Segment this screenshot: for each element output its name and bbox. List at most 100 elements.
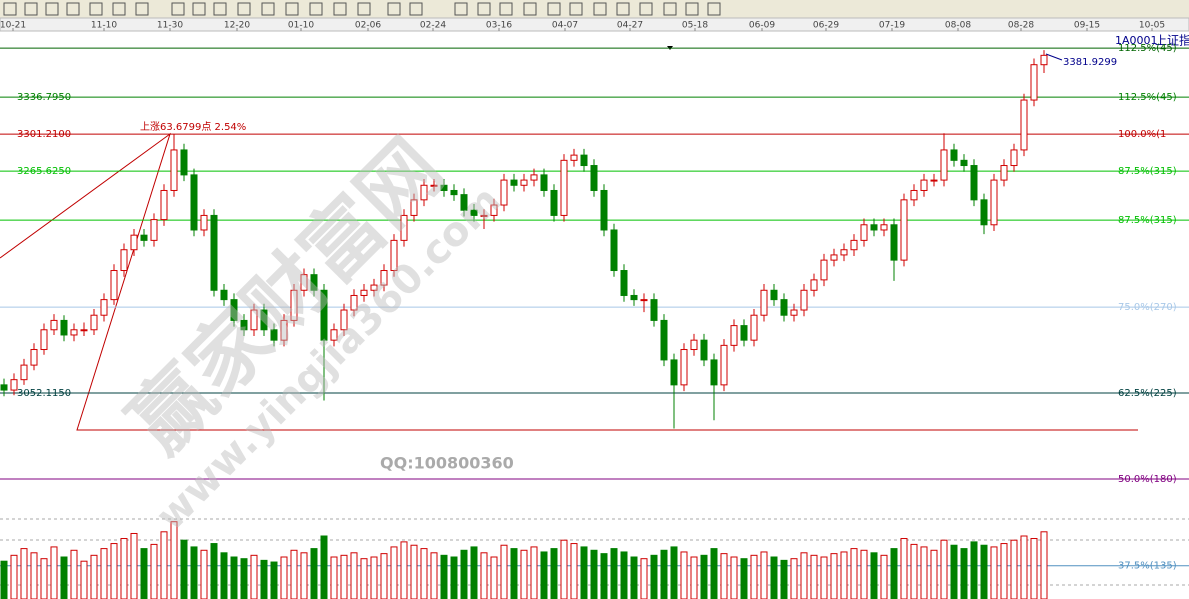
volume-bar <box>530 546 538 599</box>
volume-bar <box>830 553 838 599</box>
candle-body <box>950 149 958 161</box>
candle-body <box>390 239 398 272</box>
volume-bar <box>780 559 788 599</box>
candle-body <box>410 199 418 216</box>
symbol: 1A0001 <box>1115 34 1158 47</box>
volume-bar <box>810 554 818 599</box>
volume-bar <box>480 552 488 599</box>
fib-pct: 50.0%(180) <box>1118 474 1177 485</box>
x-tick-label: 09-15 <box>1074 21 1100 31</box>
x-tick-label: 01-10 <box>288 21 314 31</box>
candle-body <box>100 299 108 316</box>
volume-bar <box>870 552 878 599</box>
candle-body <box>50 319 58 331</box>
candle-body <box>170 149 178 191</box>
volume-bar <box>190 546 198 599</box>
volume-bar <box>330 556 338 599</box>
volume-bar <box>890 548 898 599</box>
candle-body <box>990 179 998 226</box>
volume-bar <box>670 546 678 599</box>
candle-body <box>130 234 138 251</box>
volume-bar <box>970 541 978 599</box>
volume-bar <box>1000 543 1008 599</box>
volume-bar <box>1020 535 1028 599</box>
volume-bar <box>260 559 268 599</box>
candle-body <box>250 309 258 331</box>
volume-bar <box>590 549 598 599</box>
candle-body <box>330 329 338 341</box>
candle-body <box>730 325 738 346</box>
candle-body <box>0 384 8 391</box>
volume-bar <box>960 548 968 599</box>
candle-body <box>490 204 498 216</box>
volume-bar <box>940 539 948 599</box>
candle-body <box>310 274 318 291</box>
candle-body <box>740 325 748 341</box>
volume-bar <box>900 538 908 599</box>
volume-bar <box>500 544 508 599</box>
candle-body <box>230 299 238 321</box>
high-label: 3381.9299 <box>1063 57 1117 68</box>
fib-price: 3336.7950 <box>17 92 71 103</box>
x-tick-label: 02-24 <box>420 21 446 31</box>
candle-body <box>1040 54 1048 66</box>
x-tick-label: 05-18 <box>682 21 708 31</box>
candle-body <box>870 224 878 231</box>
candle-body <box>520 179 528 186</box>
candle-body <box>140 234 148 241</box>
candle-body <box>500 179 508 206</box>
candle-body <box>660 319 668 361</box>
volume-bar <box>200 549 208 599</box>
candle-body <box>800 289 808 311</box>
volume-bar <box>740 558 748 599</box>
fib-pct: 112.5%(45) <box>1118 92 1177 103</box>
candle-body <box>940 149 948 181</box>
candle-body <box>590 165 598 191</box>
candle-body <box>890 224 898 261</box>
candle-body <box>690 339 698 351</box>
volume-bar <box>460 549 468 599</box>
volume-bar <box>290 549 298 599</box>
volume-bar <box>410 544 418 599</box>
candle-body <box>10 379 18 391</box>
candle-body <box>20 364 28 381</box>
rise-annotation: 上涨63.6799点 2.54% <box>140 121 246 133</box>
candle-body <box>110 270 118 301</box>
candle-body <box>420 184 428 201</box>
candle-body <box>830 254 838 261</box>
volume-bar <box>910 543 918 599</box>
candle-body <box>650 299 658 321</box>
volume-bar <box>880 554 888 599</box>
x-tick-label: 10-05 <box>1139 21 1165 31</box>
volume-bar <box>800 552 808 599</box>
volume-bar <box>550 548 558 599</box>
candle-body <box>570 154 578 161</box>
volume-bar <box>690 556 698 599</box>
candle-body <box>670 359 678 386</box>
candle-body <box>260 309 268 331</box>
candle-body <box>860 224 868 241</box>
candle-body <box>370 284 378 291</box>
volume-bar <box>770 556 778 599</box>
candle-body <box>900 199 908 261</box>
candle-body <box>40 329 48 351</box>
x-tick-label: 04-27 <box>617 21 643 31</box>
volume-bar <box>90 554 98 599</box>
candle-body <box>440 184 448 191</box>
volume-bar <box>20 548 28 599</box>
candle-body <box>1020 99 1028 151</box>
volume-bar <box>700 554 708 599</box>
fib-pct: 75.0%(270) <box>1118 302 1177 313</box>
x-tick-label: 08-28 <box>1008 21 1034 31</box>
candle-body <box>180 149 188 176</box>
volume-bar <box>340 554 348 599</box>
candle-body <box>840 249 848 256</box>
candle-body <box>580 154 588 167</box>
volume-bar <box>630 556 638 599</box>
candle-body <box>600 189 608 231</box>
volume-bar <box>430 552 438 599</box>
x-tick-label: 11-30 <box>157 21 183 31</box>
fib-price: 3301.2100 <box>17 129 71 140</box>
volume-bar <box>850 548 858 599</box>
